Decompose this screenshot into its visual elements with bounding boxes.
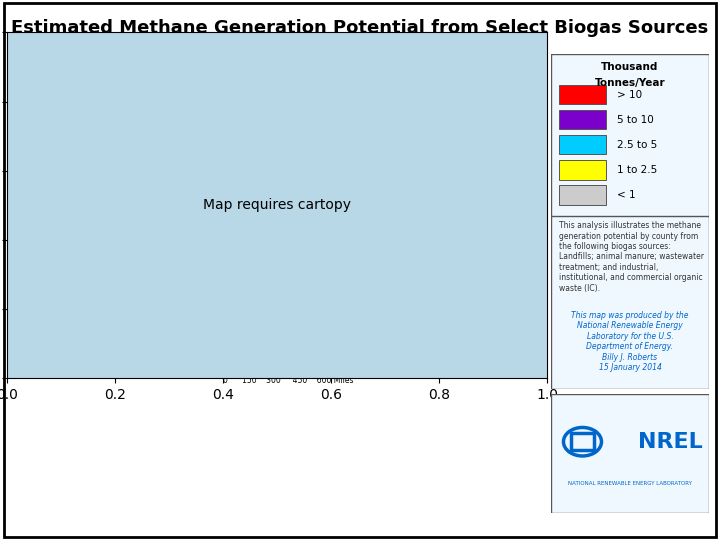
Text: Map requires cartopy: Map requires cartopy: [203, 198, 351, 212]
Text: NATIONAL RENEWABLE ENERGY LABORATORY: NATIONAL RENEWABLE ENERGY LABORATORY: [568, 481, 692, 486]
Text: Tonnes/Year: Tonnes/Year: [595, 78, 665, 89]
Text: 5 to 10: 5 to 10: [617, 114, 654, 125]
Bar: [559, 110, 606, 130]
Text: This map was produced by the
National Renewable Energy
Laboratory for the U.S.
D: This map was produced by the National Re…: [571, 311, 689, 372]
Text: Thousand: Thousand: [601, 62, 659, 72]
Text: NREL: NREL: [638, 431, 703, 452]
Text: This analysis illustrates the methane
generation potential by county from
the fo: This analysis illustrates the methane ge…: [559, 221, 703, 293]
Bar: [559, 135, 606, 154]
Bar: [559, 160, 606, 179]
Text: > 10: > 10: [617, 90, 642, 99]
Text: < 1: < 1: [617, 190, 636, 200]
Text: Estimated Methane Generation Potential from Select Biogas Sources: Estimated Methane Generation Potential f…: [12, 19, 708, 37]
Bar: [559, 185, 606, 205]
Text: 0      150    300     450    600 Miles: 0 150 300 450 600 Miles: [222, 376, 354, 385]
Bar: [572, 434, 593, 450]
Text: 2.5 to 5: 2.5 to 5: [617, 140, 657, 150]
Text: 1 to 2.5: 1 to 2.5: [617, 165, 657, 175]
Bar: [559, 85, 606, 104]
